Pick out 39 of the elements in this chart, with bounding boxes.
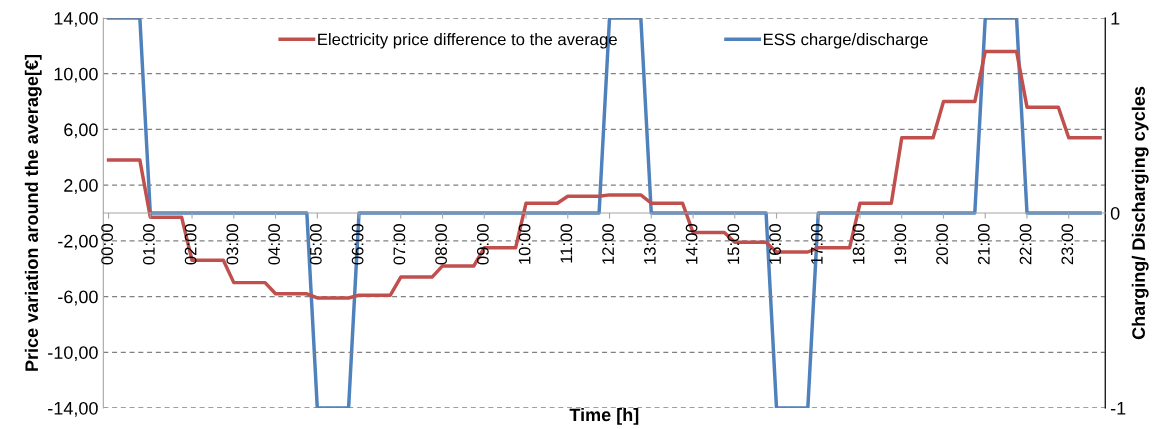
- x-tick-label: 13:00: [643, 224, 656, 264]
- x-tick-label: 05:00: [309, 224, 322, 265]
- y-tick-label: -14,00: [48, 401, 98, 417]
- x-tick-label: 00:00: [101, 224, 114, 265]
- y-tick-label: 6,00: [64, 123, 98, 139]
- x-tick-label: 01:00: [142, 224, 155, 265]
- x-tick-label: 16:00: [769, 224, 781, 264]
- x-tick-label: 09:00: [476, 224, 489, 265]
- y-tick-label: 10,00: [54, 67, 98, 83]
- y2-tick-label: 1: [1111, 12, 1120, 25]
- x-tick-label: 17:00: [810, 224, 823, 264]
- x-tick-label: 21:00: [977, 224, 990, 265]
- x-tick-label: 19:00: [894, 224, 907, 264]
- y-tick-label: -2,00: [58, 234, 98, 250]
- x-axis-title: Time [h]: [569, 407, 639, 425]
- x-tick-label: 08:00: [435, 224, 447, 265]
- x-tick-label: 03:00: [226, 224, 239, 265]
- y-tick-label: 14,00: [54, 11, 98, 27]
- x-tick-label: 07:00: [393, 224, 406, 265]
- y2-tick-label: 0: [1110, 206, 1120, 220]
- x-tick-label: 14:00: [685, 224, 698, 264]
- y2-tick-label: -1: [1110, 402, 1126, 415]
- x-tick-label: 11:00: [560, 224, 573, 263]
- x-tick-label: 15:00: [727, 224, 740, 264]
- x-tick-label: 18:00: [852, 224, 865, 264]
- y2-axis-title: Charging/ Discharging cycles: [1131, 86, 1149, 340]
- x-tick-label: 20:00: [936, 224, 948, 265]
- x-tick-label: 02:00: [184, 224, 197, 265]
- legend-label: ESS charge/discharge: [763, 33, 928, 49]
- x-tick-label: 04:00: [268, 224, 281, 265]
- y-axis-title: Price variation around the average[€]: [24, 54, 42, 371]
- x-tick-label: 10:00: [518, 224, 531, 264]
- x-tick-label: 22:00: [1019, 224, 1032, 265]
- x-tick-label: 06:00: [351, 224, 364, 265]
- x-tick-label: 12:00: [602, 224, 614, 264]
- y-tick-label: -6,00: [58, 290, 98, 306]
- x-tick-label: 23:00: [1061, 224, 1074, 265]
- y-tick-label: -10,00: [48, 346, 98, 362]
- y-tick-label: 2,00: [64, 179, 98, 194]
